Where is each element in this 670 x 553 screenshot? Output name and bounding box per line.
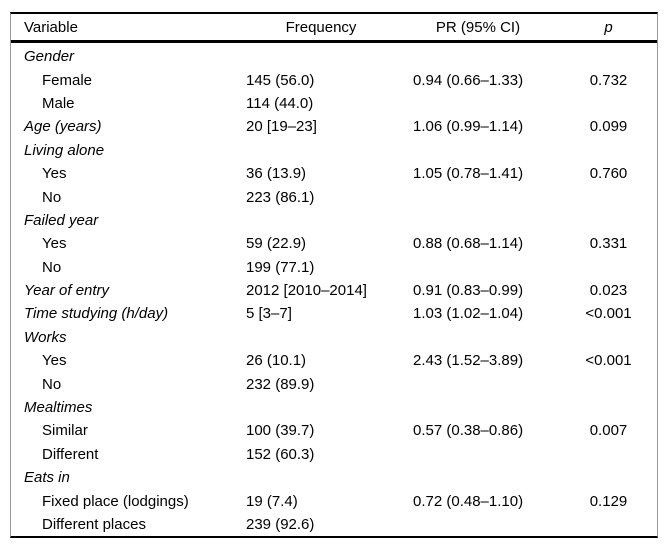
variable-cell: Male <box>42 94 75 112</box>
variable-cell: No <box>42 258 62 276</box>
p-cell: 0.760 <box>589 165 628 183</box>
p-cell: 0.331 <box>589 235 628 253</box>
pr-cell: 0.94 (0.66–1.33) <box>413 71 524 89</box>
frequency-cell: 2012 [2010–2014] <box>246 282 367 300</box>
table-header-row: Variable Frequency PR (95% CI) p <box>11 14 657 43</box>
frequency-cell: 20 [19–23] <box>246 118 317 136</box>
variable-cell: Eats in <box>24 469 70 487</box>
variable-cell: No <box>42 375 62 393</box>
table-row: Different places 239 (92.6) <box>11 513 657 536</box>
p-cell: 0.007 <box>589 422 628 440</box>
table-row: Yes 26 (10.1) 2.43 (1.52–3.89) <0.001 <box>11 349 657 372</box>
table-row: Different 152 (60.3) <box>11 443 657 466</box>
variable-cell: Failed year <box>24 211 99 229</box>
table-row: No 232 (89.9) <box>11 372 657 395</box>
column-header-frequency: Frequency <box>285 18 357 36</box>
variable-cell: Different places <box>42 516 146 533</box>
table-body: Gender Female 145 (56.0) 0.94 (0.66–1.33… <box>11 43 657 536</box>
variable-cell: Living alone <box>24 141 105 159</box>
variable-cell: Mealtimes <box>24 399 93 417</box>
variable-cell: Similar <box>42 422 88 440</box>
column-header-variable: Variable <box>24 18 78 36</box>
frequency-cell: 59 (22.9) <box>246 235 307 253</box>
table-row: Mealtimes <box>11 396 657 419</box>
statistics-table: Variable Frequency PR (95% CI) p Gender … <box>10 12 658 539</box>
variable-cell: Year of entry <box>24 282 110 300</box>
column-header-pr: PR (95% CI) <box>435 18 521 36</box>
frequency-cell: 239 (92.6) <box>246 516 315 533</box>
pr-cell: 1.03 (1.02–1.04) <box>413 305 524 323</box>
variable-cell: Fixed place (lodgings) <box>42 492 189 510</box>
variable-cell: Yes <box>42 165 67 183</box>
table-row: Similar 100 (39.7) 0.57 (0.38–0.86) 0.00… <box>11 419 657 442</box>
variable-cell: Gender <box>24 48 75 66</box>
pr-cell: 0.57 (0.38–0.86) <box>413 422 524 440</box>
table-row: Eats in <box>11 466 657 489</box>
table-row: Yes 59 (22.9) 0.88 (0.68–1.14) 0.331 <box>11 232 657 255</box>
frequency-cell: 114 (44.0) <box>246 94 314 112</box>
table-row: No 199 (77.1) <box>11 256 657 279</box>
table-row: Time studying (h/day) 5 [3–7] 1.03 (1.02… <box>11 302 657 325</box>
pr-cell: 1.06 (0.99–1.14) <box>413 118 524 136</box>
frequency-cell: 145 (56.0) <box>246 71 315 89</box>
table-row: Age (years) 20 [19–23] 1.06 (0.99–1.14) … <box>11 115 657 138</box>
pr-cell: 0.88 (0.68–1.14) <box>413 235 524 253</box>
variable-cell: Female <box>42 71 93 89</box>
pr-cell: 2.43 (1.52–3.89) <box>413 352 524 370</box>
frequency-cell: 232 (89.9) <box>246 375 315 393</box>
p-cell: 0.732 <box>589 71 628 89</box>
pr-cell: 1.05 (0.78–1.41) <box>413 165 524 183</box>
frequency-cell: 100 (39.7) <box>246 422 315 440</box>
frequency-cell: 152 (60.3) <box>246 445 315 463</box>
column-header-p: p <box>604 18 613 36</box>
variable-cell: No <box>42 188 62 206</box>
variable-cell: Age (years) <box>24 118 102 136</box>
frequency-cell: 199 (77.1) <box>246 258 315 276</box>
table-row: Year of entry 2012 [2010–2014] 0.91 (0.8… <box>11 279 657 302</box>
table-row: Female 145 (56.0) 0.94 (0.66–1.33) 0.732 <box>11 68 657 91</box>
table-row: Living alone <box>11 139 657 162</box>
variable-cell: Different <box>42 445 99 463</box>
frequency-cell: 26 (10.1) <box>246 352 307 370</box>
p-cell: <0.001 <box>585 305 632 323</box>
frequency-cell: 223 (86.1) <box>246 188 315 206</box>
table-row: Yes 36 (13.9) 1.05 (0.78–1.41) 0.760 <box>11 162 657 185</box>
frequency-cell: 19 (7.4) <box>246 492 298 510</box>
table-row: Fixed place (lodgings) 19 (7.4) 0.72 (0.… <box>11 489 657 512</box>
table-row: Gender <box>11 45 657 68</box>
variable-cell: Works <box>24 328 67 346</box>
variable-cell: Time studying (h/day) <box>24 305 169 323</box>
variable-cell: Yes <box>42 235 67 253</box>
variable-cell: Yes <box>42 352 67 370</box>
p-cell: 0.129 <box>589 492 628 510</box>
frequency-cell: 36 (13.9) <box>246 165 307 183</box>
pr-cell: 0.91 (0.83–0.99) <box>413 282 524 300</box>
frequency-cell: 5 [3–7] <box>246 305 292 323</box>
table-row: Failed year <box>11 209 657 232</box>
p-cell: <0.001 <box>585 352 632 370</box>
p-cell: 0.099 <box>589 118 628 136</box>
table-row: No 223 (86.1) <box>11 185 657 208</box>
table-row: Works <box>11 326 657 349</box>
p-cell: 0.023 <box>589 282 628 300</box>
pr-cell: 0.72 (0.48–1.10) <box>413 492 524 510</box>
table-row: Male 114 (44.0) <box>11 92 657 115</box>
